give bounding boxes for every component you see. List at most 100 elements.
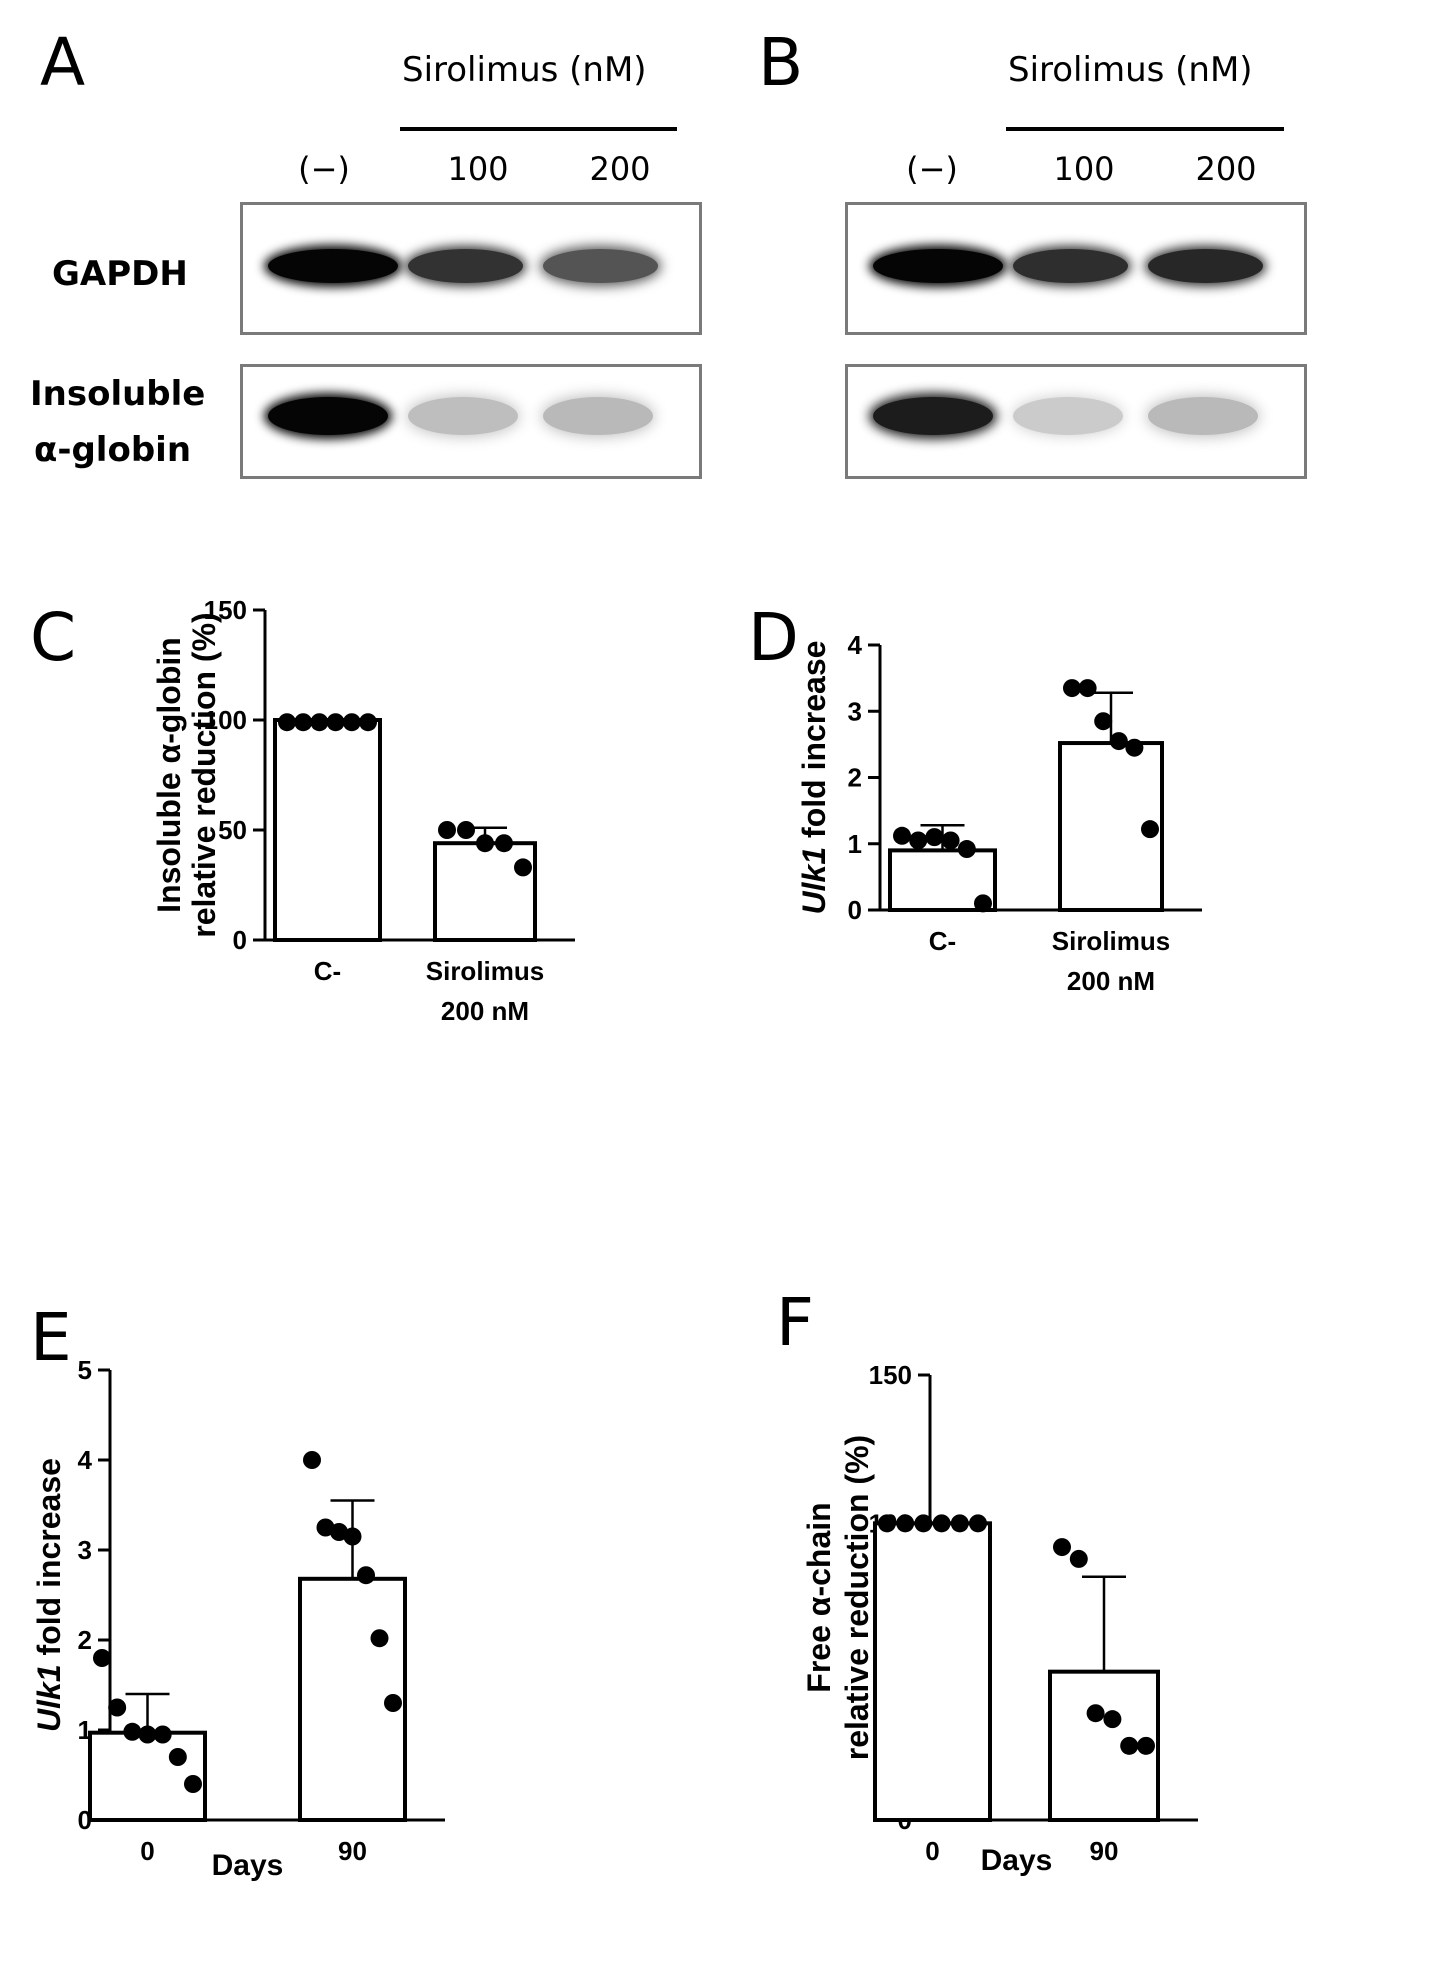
data-point	[303, 1451, 321, 1469]
data-point	[1053, 1538, 1071, 1557]
x-category-label: 90	[338, 1836, 367, 1866]
data-point	[108, 1698, 127, 1717]
lane-label-a-1: (−)	[298, 150, 350, 188]
band-b-gapdh-2	[1013, 249, 1128, 283]
blot-a-gapdh	[240, 202, 702, 335]
x-category-label: Sirolimus	[426, 956, 544, 986]
y-tick-label: 3	[78, 1535, 92, 1565]
band-a-globin-3	[543, 397, 653, 435]
lane-label-a-2: 100	[447, 150, 509, 188]
band-b-globin-2	[1013, 397, 1123, 435]
data-point	[343, 1527, 362, 1546]
data-point	[1094, 712, 1113, 731]
bar	[433, 841, 537, 942]
data-point	[1069, 1549, 1088, 1568]
band-b-gapdh-3	[1148, 249, 1263, 283]
x-axis-label: Days	[212, 1849, 284, 1882]
x-category-label: 0	[925, 1836, 939, 1866]
data-point	[1137, 1736, 1155, 1755]
y-tick-label: 2	[848, 763, 862, 793]
data-point	[1120, 1736, 1139, 1755]
x-axis-label: Days	[981, 1844, 1053, 1877]
data-point	[495, 834, 513, 853]
data-point	[438, 821, 456, 839]
x-category-label: 90	[1090, 1836, 1119, 1866]
lane-label-b-1: (−)	[906, 150, 958, 188]
data-point	[457, 821, 475, 839]
gapdh-label: GAPDH	[52, 254, 188, 294]
panel-letter-d: D	[748, 599, 799, 676]
x-category-label: C-	[314, 956, 341, 986]
bar	[88, 1730, 207, 1823]
band-b-gapdh-1	[873, 249, 1003, 283]
band-a-globin-1	[268, 397, 388, 435]
y-tick-label: 100	[204, 705, 247, 735]
y-tick-label: 0	[848, 895, 862, 925]
data-point	[93, 1649, 111, 1667]
band-b-globin-1	[873, 397, 993, 435]
data-point	[476, 834, 494, 853]
treatment-bracket-b	[1006, 127, 1284, 131]
data-point	[878, 1514, 896, 1533]
data-point	[914, 1514, 933, 1533]
data-point	[1078, 679, 1097, 698]
x-category-label: 200 nM	[1067, 966, 1155, 996]
data-point	[168, 1748, 187, 1766]
blot-b-gapdh	[845, 202, 1307, 335]
data-point	[969, 1514, 987, 1533]
data-point	[370, 1629, 389, 1648]
data-point	[278, 713, 296, 732]
data-point	[1103, 1710, 1122, 1729]
data-point	[950, 1514, 969, 1533]
data-point	[1109, 732, 1128, 751]
y-tick-label: 50	[218, 815, 247, 845]
band-a-gapdh-1	[268, 249, 398, 283]
y-tick-label: 150	[204, 595, 247, 625]
panel-letter-e: E	[30, 1299, 72, 1376]
data-point	[932, 1514, 951, 1533]
globin-label-line1: Insoluble	[30, 374, 206, 414]
data-point	[941, 831, 960, 850]
treatment-header-b: Sirolimus (nM)	[1008, 50, 1253, 90]
x-category-label: 0	[140, 1836, 154, 1866]
y-axis-label: relative reduction (%)	[839, 1435, 875, 1760]
data-point	[357, 1566, 375, 1585]
data-point	[514, 858, 532, 877]
y-axis-label: relative reduction (%)	[186, 612, 222, 937]
data-point	[326, 713, 345, 732]
data-point	[1086, 1704, 1105, 1723]
data-point	[123, 1722, 142, 1741]
y-axis-label: Ulk1 fold increase	[31, 1458, 67, 1732]
lane-label-b-2: 100	[1053, 150, 1115, 188]
y-tick-label: 150	[869, 1360, 912, 1390]
data-point	[1063, 679, 1081, 698]
blot-b-globin	[845, 364, 1307, 479]
data-point	[310, 713, 329, 732]
y-tick-label: 4	[848, 630, 863, 660]
data-point	[896, 1514, 915, 1533]
data-point	[974, 894, 992, 913]
band-a-gapdh-2	[408, 249, 523, 283]
data-point	[893, 826, 911, 845]
x-category-label: 200 nM	[441, 996, 529, 1026]
data-point	[359, 713, 377, 732]
panel-letter-b: B	[758, 24, 804, 101]
data-point	[909, 831, 928, 850]
treatment-bracket-a	[400, 127, 677, 131]
data-point	[957, 840, 976, 859]
data-point	[342, 713, 361, 732]
data-point	[1125, 738, 1144, 757]
band-a-globin-2	[408, 397, 518, 435]
treatment-header-a: Sirolimus (nM)	[402, 50, 647, 90]
x-category-label: C-	[929, 926, 956, 956]
bar	[873, 1521, 992, 1822]
y-tick-label: 1	[848, 829, 862, 859]
data-point	[384, 1694, 402, 1712]
y-axis-label: Insoluble α-globin	[151, 637, 187, 913]
y-tick-label: 3	[848, 696, 862, 726]
y-axis-label: Ulk1 fold increase	[796, 641, 832, 915]
y-tick-label: 0	[233, 925, 247, 955]
globin-label-line2: α-globin	[34, 430, 192, 470]
y-tick-label: 2	[78, 1625, 92, 1655]
